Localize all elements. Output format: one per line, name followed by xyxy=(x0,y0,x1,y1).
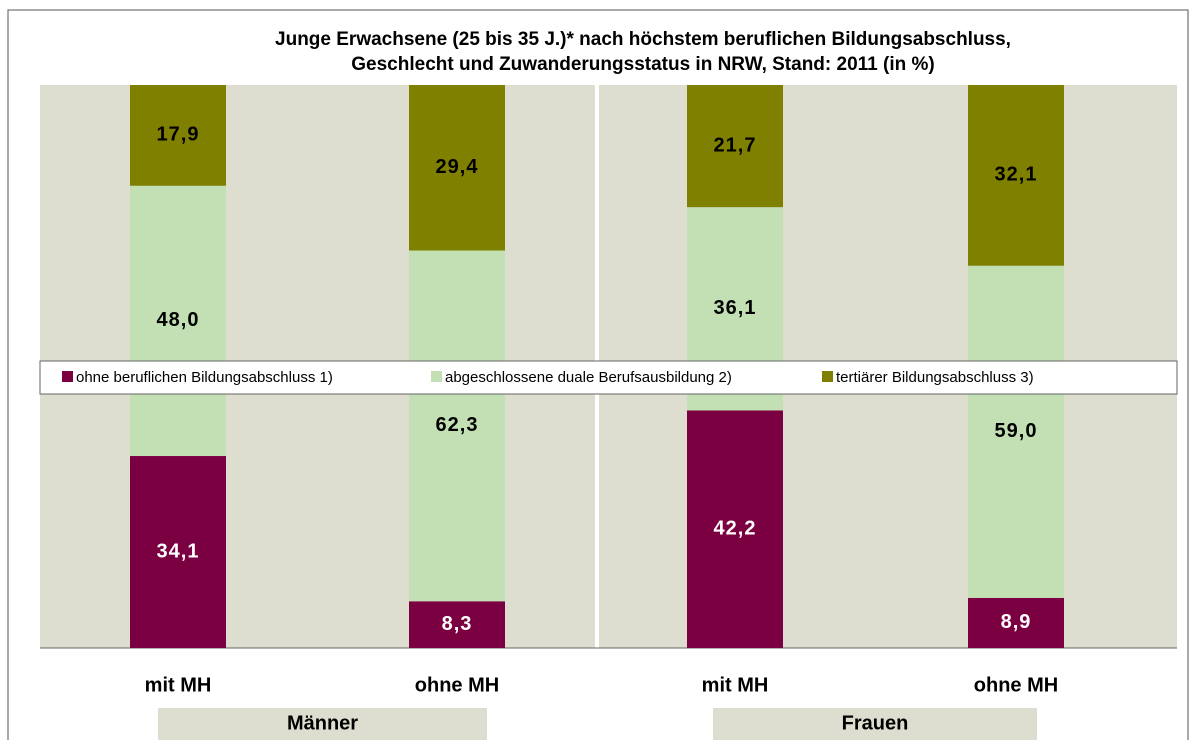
chart-title: Junge Erwachsene (25 bis 35 J.)* nach hö… xyxy=(275,29,1011,50)
bar-segment xyxy=(409,85,505,251)
data-label: 36,1 xyxy=(714,297,757,319)
bar-segment xyxy=(687,85,783,208)
bar-segment xyxy=(130,85,226,186)
data-label: 34,1 xyxy=(157,540,200,562)
x-tick-label: ohne MH xyxy=(974,674,1058,696)
group-box xyxy=(158,708,487,740)
x-tick-label: mit MH xyxy=(145,674,212,696)
bar-segment xyxy=(409,250,505,602)
legend-label: ohne beruflichen Bildungsabschluss 1) xyxy=(76,369,333,386)
group-label: Männer xyxy=(287,712,358,734)
data-label: 42,2 xyxy=(714,517,757,539)
x-tick-label: mit MH xyxy=(702,674,769,696)
group-box xyxy=(713,708,1037,740)
bar-segment xyxy=(968,265,1064,598)
data-label: 8,3 xyxy=(442,613,473,635)
x-tick-label: ohne MH xyxy=(415,674,499,696)
data-label: 21,7 xyxy=(714,134,757,156)
bar-segment xyxy=(968,597,1064,648)
data-label: 59,0 xyxy=(995,420,1038,442)
legend-label: tertiärer Bildungsabschluss 3) xyxy=(836,369,1034,386)
data-label: 29,4 xyxy=(436,156,479,178)
data-label: 48,0 xyxy=(157,309,200,331)
legend-label: abgeschlossene duale Berufsausbildung 2) xyxy=(445,369,732,386)
legend-swatch xyxy=(822,371,833,382)
data-label: 17,9 xyxy=(157,124,200,146)
bar-segment xyxy=(130,185,226,457)
group-label: Frauen xyxy=(842,712,909,734)
bar-segment xyxy=(409,601,505,648)
data-label: 32,1 xyxy=(995,164,1038,186)
bar-segment xyxy=(130,456,226,648)
legend-swatch xyxy=(62,371,73,382)
data-label: 62,3 xyxy=(436,414,479,436)
bar-segment xyxy=(968,85,1064,266)
legend xyxy=(39,360,1178,395)
data-label: 8,9 xyxy=(1001,611,1032,633)
bar-segment xyxy=(687,410,783,648)
chart-title: Geschlecht und Zuwanderungsstatus in NRW… xyxy=(351,54,934,75)
legend-swatch xyxy=(431,371,442,382)
